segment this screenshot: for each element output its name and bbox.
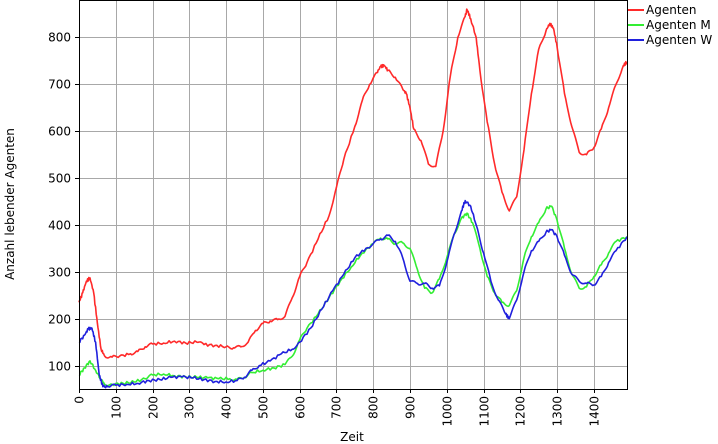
x-tick-label: 800 [367,396,381,419]
plot-background [79,0,627,389]
y-tick-label: 300 [48,266,71,280]
x-tick-label: 900 [404,396,418,419]
x-tick-label: 1400 [588,396,602,427]
x-tick-label: 400 [220,396,234,419]
x-tick-label: 700 [330,396,344,419]
legend-label: Agenten W [646,33,712,47]
y-axis-label: Anzahl lebender Agenten [3,128,17,280]
x-tick-label: 1000 [441,396,455,427]
x-axis-ticks: 0 100 200 300 400 500 600 700 800 900 1000 1100 1200… [73,389,602,427]
y-tick-label: 200 [48,313,71,327]
x-tick-label: 0 [73,396,87,404]
x-tick-label: 1200 [514,396,528,427]
chart-grid [79,0,627,389]
y-tick-label: 100 [48,360,71,374]
x-tick-label: 1100 [478,396,492,427]
series-line-agenten-m [78,205,628,387]
series-line-agenten [78,8,628,359]
x-tick-label: 100 [110,396,124,419]
x-tick-label: 500 [257,396,271,419]
y-tick-label: 400 [48,219,71,233]
legend-label: Agenten M [646,18,711,32]
plot-border [79,0,628,390]
y-tick-label: 600 [48,125,71,139]
x-axis-label: Zeit [340,430,364,444]
y-tick-label: 800 [48,31,71,45]
chart-axes [79,0,628,390]
y-axis-ticks: 100 200 300 400 500 600 700 800 [48,31,79,374]
x-tick-label: 1300 [551,396,565,427]
y-tick-label: 500 [48,172,71,186]
x-tick-label: 600 [294,396,308,419]
plot-area [78,8,628,389]
series-line-agenten-w [78,199,628,389]
x-tick-label: 300 [183,396,197,419]
y-tick-label: 700 [48,78,71,92]
x-tick-label: 200 [147,396,161,419]
legend-label: Agenten [646,3,697,17]
